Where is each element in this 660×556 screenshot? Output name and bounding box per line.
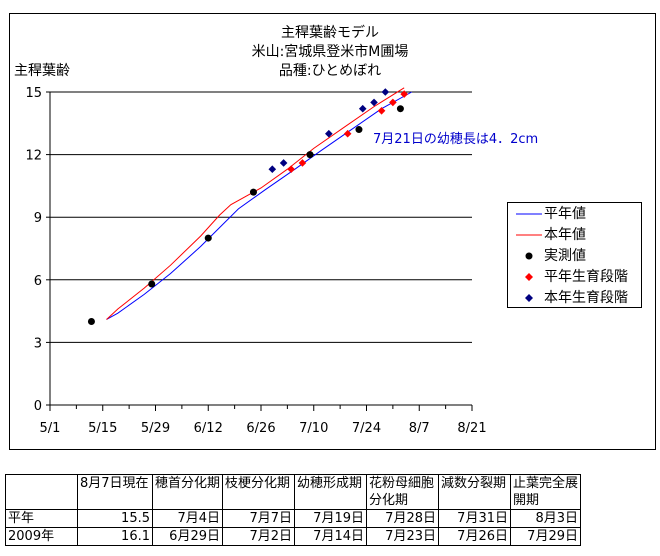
- table-cell: 7月26日: [438, 527, 511, 546]
- table-header-cell: 花粉母細胞分化期: [366, 474, 439, 510]
- y-tick-label: 3: [34, 336, 42, 351]
- data-point-jissoku: [306, 151, 314, 159]
- data-point-heinen-stage: [389, 98, 397, 107]
- x-tick-label: 8/21: [457, 421, 486, 436]
- data-point-jissoku: [249, 188, 257, 196]
- table-header-cell: 8月7日現在: [77, 474, 153, 510]
- growth-stage-table: 8月7日現在 穂首分化期 枝梗分化期 幼穂形成期 花粉母細胞分化期 減数分裂期 …: [5, 474, 581, 546]
- table-cell: 平年: [5, 509, 78, 528]
- table-header-cell: 止葉完全展開期: [510, 474, 581, 510]
- data-point-jissoku: [355, 126, 363, 134]
- table-cell: 7月19日: [294, 509, 367, 528]
- table-row: 平年 15.5 7月4日 7月7日 7月19日 7月28日 7月31日 8月3日: [5, 509, 581, 528]
- chart-plot: 0 3 6 9 12 15 5/1 5/15 5/29 6/12 6/26 7/10 7/24 8/7 8/…: [25, 86, 486, 436]
- data-point-jissoku: [204, 234, 212, 242]
- x-tick-label: 5/1: [40, 421, 61, 436]
- table-header-cell: 幼穂形成期: [294, 474, 367, 510]
- legend-item-honnen-stage: 本年生育段階: [508, 288, 641, 308]
- table-cell: 2009年: [5, 527, 78, 546]
- y-tick-label: 0: [34, 399, 42, 414]
- chart-title-line-2: 米山:宮城県登米市M圃場: [251, 44, 409, 60]
- data-point-honnen-stage: [381, 88, 390, 96]
- x-tick-label: 5/15: [88, 421, 117, 436]
- y-tick-label: 9: [34, 211, 42, 226]
- y-tick-label: 15: [25, 86, 42, 101]
- data-point-heinen-stage: [400, 90, 408, 98]
- legend-label: 本年生育段階: [544, 290, 628, 306]
- table-cell: 7月29日: [510, 527, 581, 546]
- data-point-honnen-stage: [279, 159, 288, 167]
- chart-title-line-3: 品種:ひとめぼれ: [278, 63, 382, 79]
- legend-label: 実測値: [544, 248, 586, 264]
- table-cell: 7月4日: [152, 509, 223, 528]
- chart-title-line-1: 主稈葉齢モデル: [281, 25, 379, 41]
- legend-item-honnen: 本年値: [508, 225, 641, 245]
- table-cell: 6月29日: [152, 527, 223, 546]
- table-cell: 16.1: [77, 527, 153, 546]
- data-point-heinen-stage: [287, 165, 295, 174]
- data-point-honnen-stage: [325, 129, 333, 138]
- x-tick-label: 8/7: [409, 421, 430, 436]
- legend-line-symbol: [516, 234, 542, 236]
- legend-item-heinen: 平年値: [508, 204, 641, 224]
- legend-diamond-symbol: [525, 294, 533, 302]
- data-point-jissoku: [148, 280, 156, 288]
- data-point-jissoku: [87, 318, 95, 326]
- legend-label: 平年値: [544, 206, 586, 222]
- table-header-cell: [5, 474, 78, 510]
- table-cell: 8月3日: [510, 509, 581, 528]
- legend-line-symbol: [516, 213, 542, 215]
- legend-circle-symbol: [525, 252, 533, 260]
- table-header-cell: 穂首分化期: [152, 474, 223, 510]
- legend-item-jissoku: 実測値: [508, 246, 641, 266]
- chart-legend: 平年値 本年値 実測値 平年生育段階 本年生育段階: [507, 202, 642, 308]
- data-point-jissoku: [396, 105, 404, 113]
- x-tick-label: 6/12: [194, 421, 223, 436]
- chart-annotation: 7月21日の幼穂長は4．2cm: [373, 132, 539, 147]
- table-cell: 7月2日: [222, 527, 295, 546]
- x-tick-label: 5/29: [141, 421, 170, 436]
- data-point-heinen-stage: [377, 106, 386, 115]
- y-tick-label: 6: [34, 274, 42, 289]
- legend-label: 本年値: [544, 227, 586, 243]
- chart-frame: [9, 13, 656, 450]
- legend-item-heinen-stage: 平年生育段階: [508, 267, 641, 287]
- x-tick-label: 7/24: [352, 421, 381, 436]
- table-header-cell: 減数分裂期: [438, 474, 511, 510]
- x-tick-label: 6/26: [246, 421, 275, 436]
- data-point-heinen-stage: [298, 159, 307, 167]
- table-cell: 7月14日: [294, 527, 367, 546]
- table-cell: 7月31日: [438, 509, 511, 528]
- legend-diamond-symbol: [525, 273, 533, 281]
- legend-label: 平年生育段階: [544, 269, 628, 285]
- data-point-honnen-stage: [268, 165, 277, 174]
- table-cell: 7月28日: [366, 509, 439, 528]
- table-cell: 15.5: [77, 509, 153, 528]
- y-axis-label: 主稈葉齢: [14, 63, 70, 79]
- table-header-row: 8月7日現在 穂首分化期 枝梗分化期 幼穂形成期 花粉母細胞分化期 減数分裂期 …: [5, 474, 581, 510]
- data-point-honnen-stage: [358, 104, 367, 113]
- table-header-cell: 枝梗分化期: [222, 474, 295, 510]
- table-row: 2009年 16.1 6月29日 7月2日 7月14日 7月23日 7月26日 …: [5, 527, 581, 546]
- table-cell: 7月7日: [222, 509, 295, 528]
- series-line-0: [106, 91, 412, 320]
- y-tick-label: 12: [25, 149, 42, 164]
- x-tick-label: 7/10: [299, 421, 328, 436]
- data-point-heinen-stage: [343, 129, 352, 138]
- table-cell: 7月23日: [366, 527, 439, 546]
- data-point-honnen-stage: [370, 98, 378, 107]
